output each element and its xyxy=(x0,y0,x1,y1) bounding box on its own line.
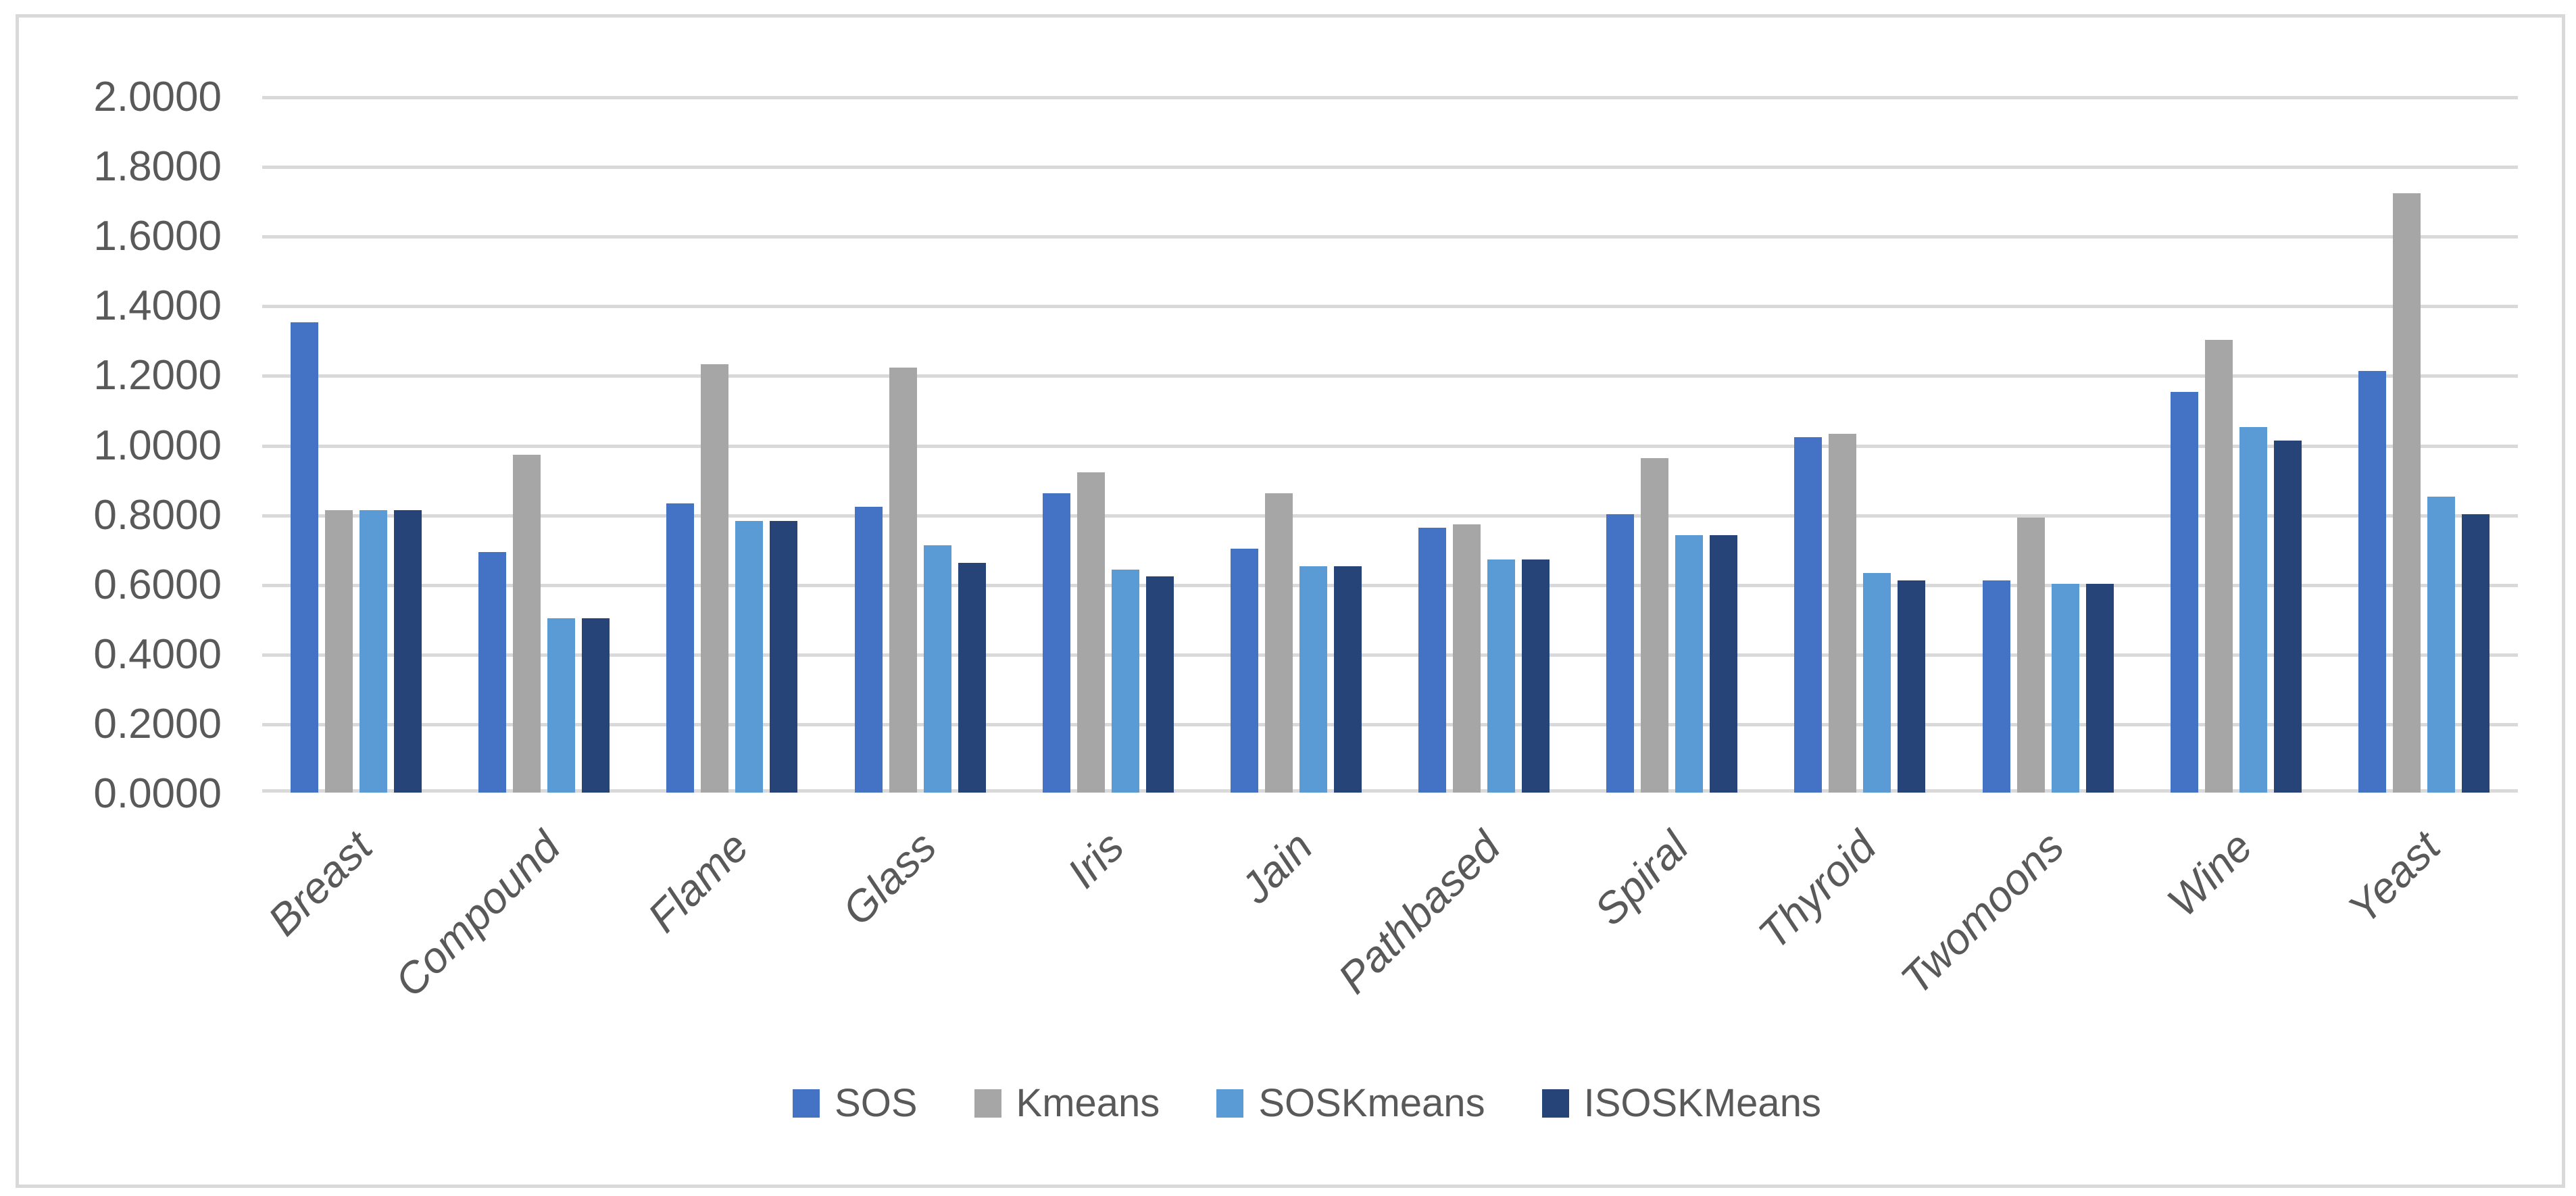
bar-soskmeans-flame xyxy=(735,520,764,793)
chart-frame: 0.0000 0.2000 0.4000 0.6000 0.8000 1.0000 1.20… xyxy=(16,14,2565,1188)
bar-kmeans-yeast xyxy=(2392,193,2421,793)
bar-kmeans-pathbased xyxy=(1453,524,1481,793)
bar-kmeans-twomoons xyxy=(2016,517,2045,793)
x-axis-label-yeast: Yeast xyxy=(2338,822,2450,933)
bar-isoskmeans-flame xyxy=(770,520,798,793)
legend-label: ISOSKMeans xyxy=(1583,1081,1821,1125)
x-axis-label-flame: Flame xyxy=(638,822,758,942)
bar-soskmeans-spiral xyxy=(1675,534,1704,793)
x-axis-label-jain: Jain xyxy=(1231,822,1322,913)
bar-isoskmeans-spiral xyxy=(1710,534,1738,793)
bar-isoskmeans-glass xyxy=(958,562,986,793)
y-axis-tick-label: 2.0000 xyxy=(93,74,222,120)
y-axis-tick-label: 1.2000 xyxy=(93,352,222,399)
legend-item-sos: SOS xyxy=(793,1084,918,1123)
x-axis-label-compound: Compound xyxy=(385,822,570,1006)
x-axis-label-thyroid: Thyroid xyxy=(1749,822,1885,959)
y-axis-tick-label: 0.6000 xyxy=(93,561,222,608)
bar-sos-wine xyxy=(2170,392,2198,793)
gridline xyxy=(262,653,2518,657)
bar-sos-yeast xyxy=(2358,371,2386,793)
bar-soskmeans-breast xyxy=(360,510,388,793)
legend-marker-soskmeans xyxy=(1216,1089,1244,1118)
bar-isoskmeans-compound xyxy=(582,618,610,793)
legend-item-kmeans: Kmeans xyxy=(974,1084,1160,1123)
bar-kmeans-iris xyxy=(1076,472,1105,793)
bar-soskmeans-iris xyxy=(1111,570,1139,793)
y-axis-tick-label: 0.2000 xyxy=(93,700,222,747)
x-axis-label-twomoons: Twomoons xyxy=(1891,822,2074,1004)
gridline xyxy=(262,514,2518,518)
bar-kmeans-breast xyxy=(325,510,353,793)
bar-soskmeans-jain xyxy=(1299,566,1327,793)
gridline xyxy=(262,789,2518,793)
x-axis-label-glass: Glass xyxy=(833,822,946,935)
bar-sos-compound xyxy=(478,552,507,793)
bar-isoskmeans-pathbased xyxy=(1522,559,1550,793)
bar-sos-flame xyxy=(666,503,695,793)
y-axis-tick-label: 1.0000 xyxy=(93,422,222,469)
bar-isoskmeans-breast xyxy=(394,510,422,793)
gridline xyxy=(262,444,2518,448)
y-axis-tick-label: 1.8000 xyxy=(93,143,222,191)
bar-isoskmeans-thyroid xyxy=(1898,580,1926,793)
bar-kmeans-jain xyxy=(1264,493,1293,793)
legend-marker-kmeans xyxy=(974,1089,1001,1118)
bar-isoskmeans-twomoons xyxy=(2085,583,2114,793)
y-axis-tick-label: 1.6000 xyxy=(93,213,222,260)
bar-isoskmeans-yeast xyxy=(2461,514,2490,793)
bar-sos-pathbased xyxy=(1418,528,1447,793)
legend-label: Kmeans xyxy=(1016,1081,1160,1125)
bar-sos-spiral xyxy=(1606,514,1635,793)
y-axis-tick-label: 1.4000 xyxy=(93,282,222,330)
bar-kmeans-spiral xyxy=(1641,458,1669,793)
y-axis-tick-label: 0.0000 xyxy=(93,770,222,817)
y-axis-tick-label: 0.4000 xyxy=(93,630,222,678)
y-axis-tick-label: 0.8000 xyxy=(93,491,222,539)
bar-soskmeans-compound xyxy=(547,618,576,793)
x-axis-label-spiral: Spiral xyxy=(1585,822,1698,935)
bar-soskmeans-twomoons xyxy=(2051,583,2079,793)
bar-soskmeans-glass xyxy=(923,545,951,793)
legend: SOS Kmeans SOSKmeans ISOSKMeans xyxy=(19,1084,2576,1123)
x-axis-label-iris: Iris xyxy=(1058,822,1134,897)
bar-sos-iris xyxy=(1042,493,1070,793)
legend-item-soskmeans: SOSKmeans xyxy=(1216,1084,1485,1123)
legend-label: SOS xyxy=(835,1081,918,1125)
gridline xyxy=(262,374,2518,378)
bar-kmeans-compound xyxy=(513,454,541,793)
bar-isoskmeans-iris xyxy=(1145,576,1174,793)
x-axis-label-breast: Breast xyxy=(258,822,382,945)
bar-soskmeans-wine xyxy=(2239,426,2267,793)
bar-soskmeans-thyroid xyxy=(1863,573,1891,793)
bar-isoskmeans-jain xyxy=(1333,566,1362,793)
gridline xyxy=(262,583,2518,587)
bar-isoskmeans-wine xyxy=(2273,441,2302,793)
gridline xyxy=(262,96,2518,99)
bar-kmeans-glass xyxy=(889,368,917,793)
legend-label: SOSKmeans xyxy=(1258,1081,1485,1125)
bar-kmeans-wine xyxy=(2204,339,2233,793)
bar-sos-thyroid xyxy=(1794,437,1823,793)
x-axis-label-pathbased: Pathbased xyxy=(1329,822,1510,1003)
plot-area xyxy=(262,96,2518,793)
legend-item-isoskmeans: ISOSKMeans xyxy=(1541,1081,1821,1125)
bar-sos-glass xyxy=(854,507,883,793)
x-axis-label-wine: Wine xyxy=(2157,822,2262,926)
bar-sos-twomoons xyxy=(1982,580,2010,793)
bar-soskmeans-yeast xyxy=(2427,496,2455,793)
bar-kmeans-thyroid xyxy=(1829,434,1857,793)
bar-soskmeans-pathbased xyxy=(1487,559,1516,793)
legend-marker-isoskmeans xyxy=(1541,1089,1569,1118)
bar-sos-breast xyxy=(291,322,319,793)
gridline xyxy=(262,722,2518,726)
bar-sos-jain xyxy=(1230,549,1258,793)
gridline xyxy=(262,235,2518,239)
gridline xyxy=(262,305,2518,309)
bar-kmeans-flame xyxy=(701,364,729,793)
gridline xyxy=(262,166,2518,170)
legend-marker-sos xyxy=(793,1089,820,1118)
